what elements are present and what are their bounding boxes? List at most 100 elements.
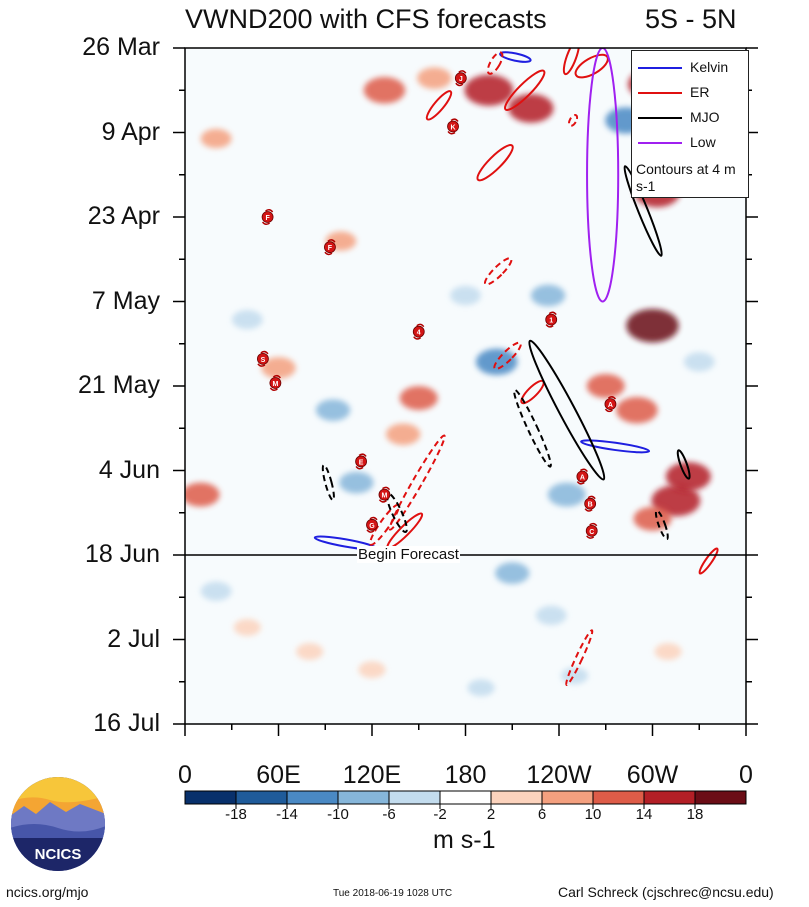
wave-contours	[313, 48, 719, 686]
storm-label-6: M	[272, 381, 278, 388]
y-tick-label-7: 2 Jul	[107, 624, 160, 653]
x-tick-label-4: 120W	[526, 761, 592, 789]
legend-entry-mjo: MJO	[636, 109, 746, 127]
ncics-logo: NCICS	[11, 777, 105, 871]
contour-er-10	[493, 341, 522, 371]
storm-label-4: 4	[417, 330, 421, 337]
contour-er-3	[504, 69, 546, 111]
storm-marker-3: F	[324, 239, 336, 256]
contour-er-4	[486, 51, 504, 75]
contour-er-7	[562, 48, 581, 76]
contour-mjo-18	[528, 339, 606, 481]
legend-label-mjo: MJO	[690, 109, 720, 125]
chart-title: VWND200 with CFS forecasts	[185, 4, 547, 34]
colorbar-swatch-2	[286, 790, 339, 805]
anomaly-blob-16	[315, 399, 351, 421]
storm-marker-9: E	[355, 453, 367, 470]
legend-box: Kelvin ER MJO Low Contours at 4 m s-1	[631, 50, 749, 198]
y-tick-label-1: 9 Apr	[101, 117, 160, 146]
anomaly-field	[185, 67, 731, 697]
contour-er-15	[698, 547, 719, 575]
storm-marker-14: C	[585, 522, 598, 539]
storm-label-1: K	[451, 124, 456, 131]
storm-label-5: S	[261, 357, 266, 364]
anomaly-blob-23	[385, 423, 421, 446]
legend-line-er	[638, 92, 682, 94]
y-tick-label-6: 18 Jun	[84, 540, 160, 568]
storm-marker-13: B	[584, 495, 597, 512]
anomaly-blob-7	[626, 308, 679, 343]
storm-label-0: J	[459, 76, 463, 83]
storm-marker-10: M	[378, 486, 391, 503]
anomaly-blob-3	[417, 67, 452, 89]
anomaly-blob-26	[683, 352, 715, 372]
footer-url[interactable]: ncics.org/mjo	[6, 884, 89, 900]
anomaly-blob-25	[231, 310, 263, 330]
anomaly-blob-36	[185, 482, 220, 507]
x-tick-label-2: 120E	[342, 761, 402, 789]
legend-label-kelvin: Kelvin	[690, 59, 729, 75]
anomaly-blob-11	[633, 506, 672, 531]
anomaly-blob-10	[665, 462, 711, 491]
x-tick-label-3: 180	[444, 761, 487, 789]
storm-label-7: 1	[549, 318, 553, 325]
colorbar-label-6: 6	[537, 806, 547, 823]
footer-author: Carl Schreck (cjschrec@ncsu.edu)	[558, 884, 774, 900]
contour-er-16	[565, 629, 594, 686]
colorbar-swatch-7	[541, 790, 594, 805]
storm-marker-2: F	[261, 208, 274, 226]
storm-label-12: A	[580, 475, 585, 482]
colorbar-label-8: 14	[635, 806, 653, 823]
anomaly-blob-9	[651, 485, 701, 517]
legend-entry-low: Low	[636, 134, 746, 152]
colorbar-swatch-5	[439, 790, 492, 805]
y-tick-label-2: 23 Apr	[87, 202, 160, 230]
anomaly-blob-17	[339, 471, 374, 494]
anomaly-blob-8	[616, 396, 658, 424]
contour-er-5	[425, 90, 453, 121]
contour-er-9	[484, 257, 513, 286]
y-tick-label-3: 7 May	[91, 286, 160, 315]
y-tick-label-8: 16 Jul	[93, 709, 160, 737]
colorbar-label-5: 2	[486, 806, 496, 823]
anomaly-blob-20	[535, 605, 567, 625]
axis-ticks	[173, 47, 758, 736]
colorbar-swatch-8	[592, 790, 645, 805]
storm-marker-7: 1	[545, 311, 558, 328]
contour-kelvin-0	[499, 51, 532, 63]
anomaly-blob-31	[654, 643, 682, 660]
colorbar-label-2: -10	[327, 806, 349, 823]
y-tick-label-0: 26 Mar	[82, 33, 160, 61]
legend-note: Contours at 4 m s-1	[636, 161, 736, 194]
anomaly-blob-24	[200, 128, 232, 149]
storm-marker-12: A	[576, 468, 589, 485]
storm-marker-6: M	[269, 374, 282, 391]
region-label: 5S - 5N	[645, 4, 737, 34]
anomaly-blob-32	[200, 581, 232, 601]
contour-er-6	[476, 144, 514, 182]
y-tick-label-5: 4 Jun	[98, 455, 160, 484]
contour-mjo-23	[654, 509, 669, 541]
storm-label-11: G	[369, 523, 375, 530]
anomaly-blob-14	[530, 284, 566, 307]
logo-text: NCICS	[35, 846, 82, 863]
forecast-label: Begin Forecast	[357, 546, 460, 563]
contour-er-12	[388, 434, 446, 531]
anomaly-blob-29	[233, 619, 261, 636]
contour-mjo-24	[676, 449, 691, 480]
storm-marker-8: A	[604, 396, 617, 413]
contour-mjo-20	[623, 165, 663, 257]
footer-timestamp: Tue 2018-06-19 1028 UTC	[333, 888, 453, 899]
storm-label-10: M	[382, 493, 388, 500]
storm-label-13: B	[588, 502, 593, 509]
anomaly-blob-30	[467, 679, 495, 697]
y-tick-label-4: 21 May	[78, 371, 160, 399]
storm-markers: J K F F 4 S M 1 A E M G A B C	[257, 70, 617, 539]
legend-entry-er: ER	[636, 84, 746, 102]
anomaly-blob-28	[358, 661, 386, 679]
contour-low-25	[586, 48, 620, 303]
anomaly-blob-33	[560, 667, 589, 685]
legend-line-kelvin	[638, 67, 682, 69]
storm-marker-4: 4	[412, 323, 425, 340]
